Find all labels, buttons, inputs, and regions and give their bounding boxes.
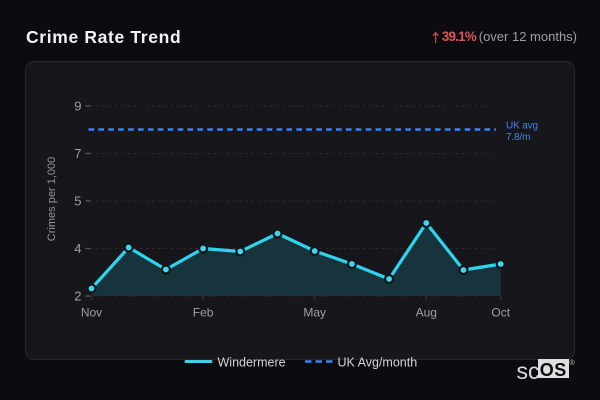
svg-text:UK Avg/month: UK Avg/month <box>338 355 418 369</box>
svg-text:May: May <box>303 305 326 319</box>
svg-text:Windermere: Windermere <box>218 355 286 369</box>
svg-text:Nov: Nov <box>81 305 102 319</box>
svg-text:2: 2 <box>74 289 81 304</box>
svg-text:Oct: Oct <box>491 305 510 319</box>
svg-text:5: 5 <box>74 194 81 209</box>
svg-text:7: 7 <box>74 146 81 161</box>
svg-text:Aug: Aug <box>416 305 437 319</box>
svg-text:9: 9 <box>74 99 81 114</box>
svg-text:UK avg: UK avg <box>506 121 538 132</box>
svg-text:Feb: Feb <box>193 305 214 319</box>
svg-text:4: 4 <box>74 241 81 256</box>
svg-text:7.8/m: 7.8/m <box>506 132 530 143</box>
svg-text:Crimes per 1,000: Crimes per 1,000 <box>46 157 58 241</box>
